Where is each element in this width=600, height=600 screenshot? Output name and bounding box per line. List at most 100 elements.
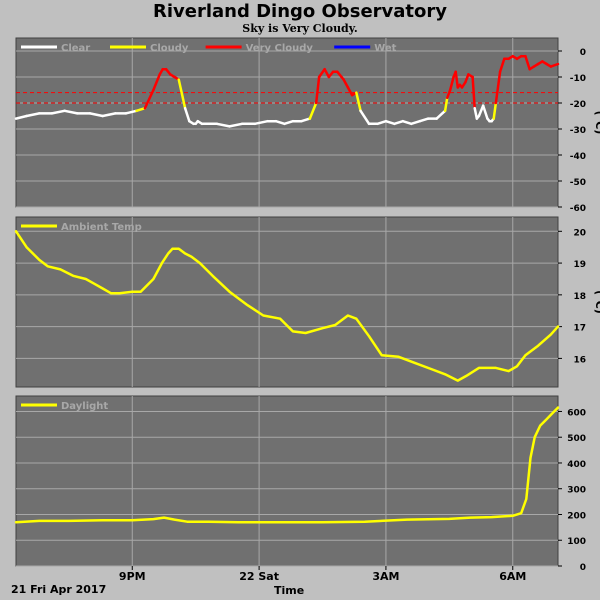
sky-segment-36: [314, 75, 321, 105]
point-ambient-0: [15, 230, 17, 233]
point-ambient-21: [211, 274, 214, 277]
sky-segment-41: [336, 70, 345, 81]
point-ambient-14: [161, 262, 163, 264]
legend-label-sky-2: Very Cloudy: [246, 43, 314, 54]
point-daylight-16: [469, 516, 472, 519]
point-ambient-9: [110, 292, 112, 295]
point-ambient-39: [465, 375, 468, 377]
sky-segment-76: [498, 57, 506, 74]
point-daylight-1: [38, 520, 41, 522]
sky-segment-74: [492, 101, 498, 120]
legend-label-sky-0: Clear: [61, 43, 90, 54]
point-ambient-6: [84, 278, 87, 280]
sky-segment-48: [376, 119, 388, 126]
point-ambient-19: [190, 255, 193, 258]
sky-segment-37: [317, 67, 326, 79]
point-daylight-11: [279, 521, 282, 524]
point-daylight-3: [101, 519, 104, 521]
point-daylight-13: [363, 520, 366, 523]
point-ambient-47: [557, 325, 559, 328]
sky-segment-50: [393, 119, 405, 126]
sky-segment-3: [50, 109, 66, 115]
point-ambient-18: [184, 252, 186, 255]
sky-segment-49: [384, 119, 396, 126]
ytick-label-daylight-0: 600: [567, 408, 586, 418]
ytick-label-sky-2: -20: [570, 100, 586, 110]
point-ambient-34: [397, 356, 400, 358]
point-ambient-15: [167, 252, 169, 255]
point-ambient-20: [199, 262, 201, 264]
sky-segment-56: [443, 96, 449, 113]
ytick-label-sky-0: 0: [580, 48, 586, 58]
point-daylight-4: [131, 519, 134, 521]
point-daylight-12: [321, 521, 324, 524]
point-ambient-10: [118, 292, 121, 295]
legend-label-daylight-0: Daylight: [61, 401, 108, 412]
point-ambient-28: [321, 327, 324, 330]
sky-segment-46: [359, 109, 371, 126]
ytick-label-daylight-1: 500: [567, 434, 586, 444]
point-ambient-16: [171, 247, 174, 250]
ytick-label-sky-5: -50: [570, 178, 586, 188]
point-ambient-1: [25, 246, 28, 248]
point-ambient-41: [495, 367, 497, 369]
sky-segment-29: [253, 119, 269, 126]
ylabel-sky: (°C): [593, 111, 600, 135]
sky-segment-38: [323, 67, 331, 79]
point-ambient-42: [507, 370, 510, 372]
sky-status-subtitle: Sky is Very Cloudy.: [242, 22, 358, 35]
point-ambient-37: [444, 373, 446, 376]
point-daylight-24: [545, 418, 548, 420]
ytick-label-ambient-2: 18: [573, 292, 586, 302]
point-ambient-8: [101, 287, 104, 290]
sky-segment-75: [494, 70, 502, 105]
point-daylight-25: [552, 411, 554, 414]
ytick-label-daylight-4: 200: [567, 511, 586, 521]
point-daylight-20: [525, 498, 528, 500]
sky-segment-11: [143, 88, 155, 110]
plot-area-ambient: [15, 216, 559, 388]
sky-segment-57: [445, 88, 452, 100]
point-ambient-35: [414, 362, 417, 364]
sky-segment-43: [346, 86, 354, 97]
point-daylight-7: [173, 518, 176, 521]
sky-segment-34: [300, 117, 312, 123]
point-ambient-36: [431, 368, 434, 371]
point-ambient-5: [72, 274, 74, 277]
sky-segment-55: [435, 109, 447, 120]
sky-segment-19: [183, 106, 191, 123]
point-daylight-19: [520, 512, 523, 514]
xtick-label-3: 6AM: [499, 570, 526, 583]
point-ambient-38: [457, 379, 459, 382]
point-ambient-17: [177, 247, 180, 250]
legend-label-sky-1: Cloudy: [150, 43, 189, 54]
point-ambient-2: [38, 259, 41, 261]
sky-segment-88: [549, 62, 560, 68]
sky-segment-1: [25, 112, 41, 118]
point-daylight-23: [539, 424, 542, 427]
point-daylight-18: [511, 514, 514, 517]
point-ambient-44: [524, 354, 527, 357]
sky-segment-31: [274, 119, 286, 126]
point-daylight-17: [490, 516, 493, 518]
sky-segment-9: [124, 109, 138, 115]
sky-segment-52: [410, 119, 422, 126]
sky-segment-42: [342, 78, 350, 89]
point-daylight-21: [529, 457, 532, 459]
ytick-label-daylight-5: 100: [567, 537, 586, 547]
sky-segment-10: [135, 106, 147, 113]
series-line-ambient: [14, 230, 560, 382]
point-daylight-14: [406, 518, 408, 521]
point-ambient-7: [93, 282, 96, 285]
point-ambient-13: [152, 278, 155, 280]
point-ambient-32: [368, 335, 370, 337]
point-daylight-9: [207, 520, 210, 523]
point-daylight-2: [68, 520, 70, 522]
sky-segment-60: [454, 70, 460, 89]
point-ambient-43: [516, 365, 518, 368]
legend-label-ambient-0: Ambient Temp: [61, 222, 142, 233]
sky-segment-32: [283, 119, 295, 126]
point-ambient-27: [304, 332, 307, 334]
ytick-label-sky-6: -60: [570, 204, 586, 214]
